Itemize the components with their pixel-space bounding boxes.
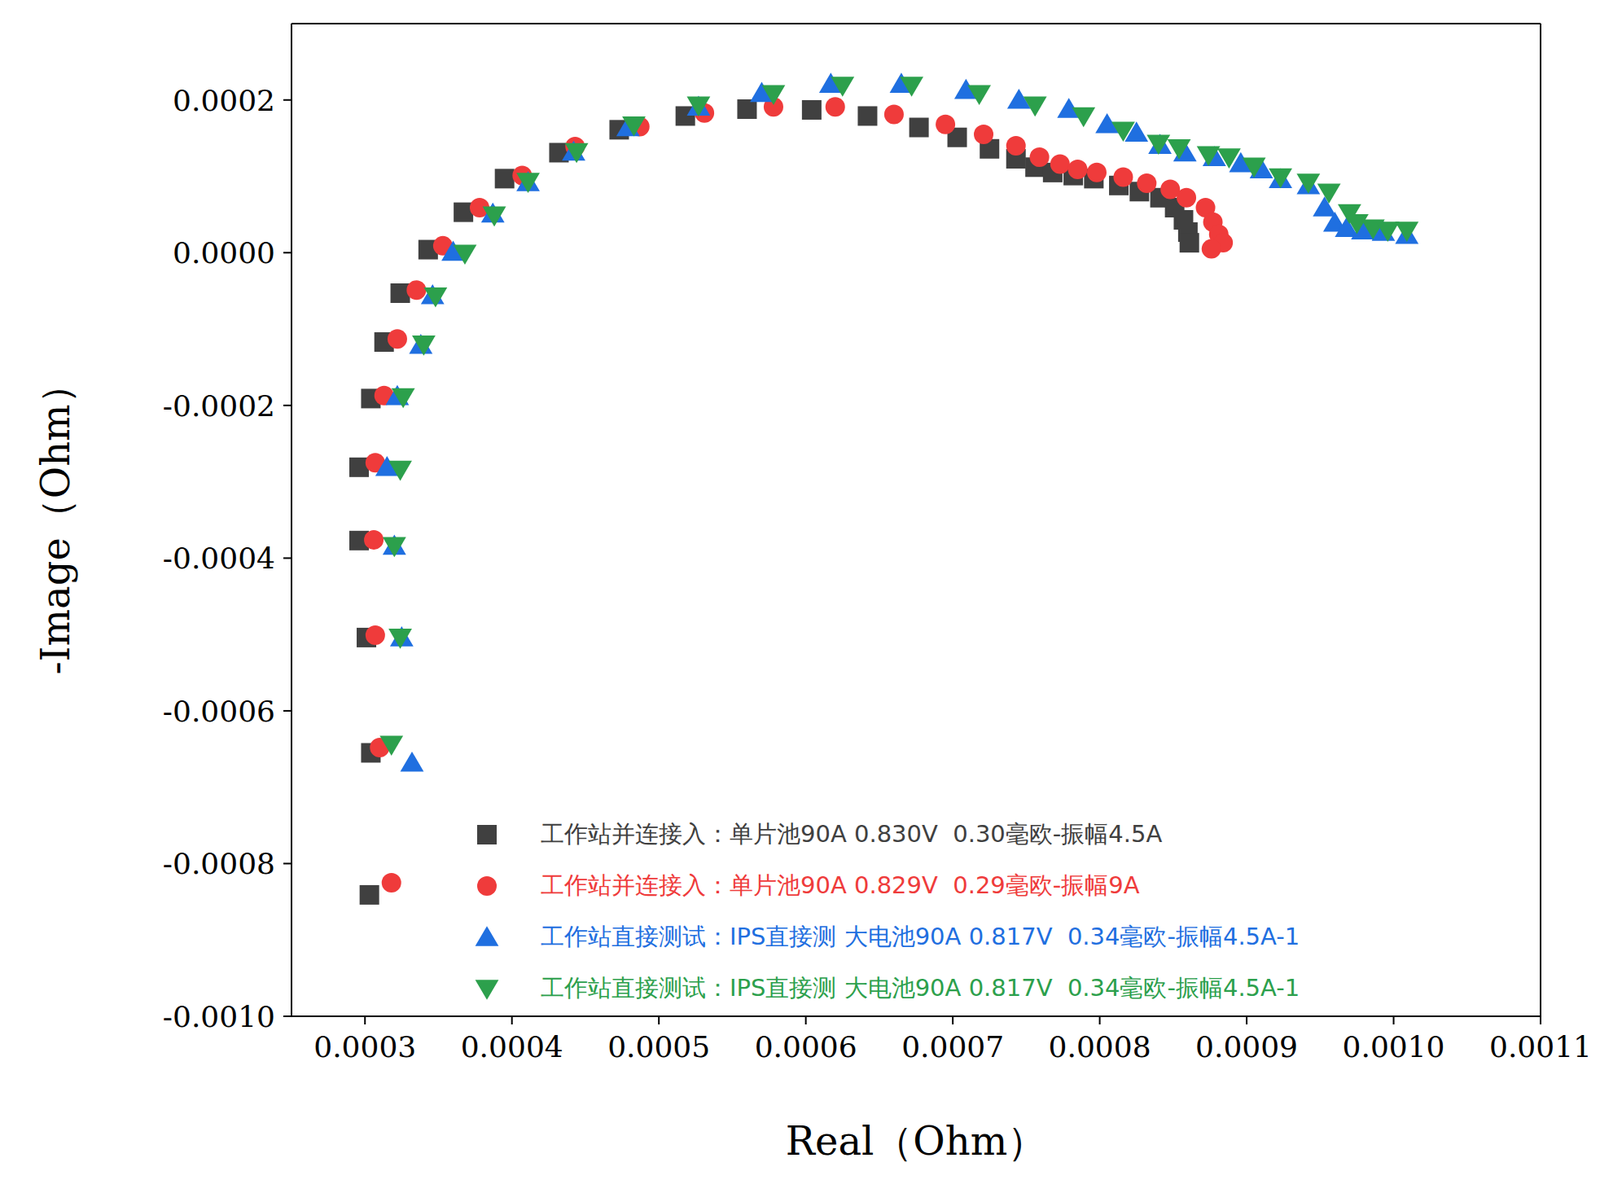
svg-text:0.0002: 0.0002 [172, 83, 276, 118]
html-text:工作站并连接入：单片池90A 0.829V 0.29毫欧-振: 工作站并连接入：单片池90A 0.829V 0.29毫欧-振幅9A [540, 870, 1140, 899]
svg-text:-0.0002: -0.0002 [162, 389, 276, 423]
html-text:工作站直接测试：IPS直接测 大电池90A 0.817V 0: 工作站直接测试：IPS直接测 大电池90A 0.817V 0.34毫欧-振幅4.… [540, 922, 1300, 950]
svg-text:0.0011: 0.0011 [1489, 1030, 1591, 1064]
svg-text:Real（Ohm）: Real（Ohm） [785, 1117, 1047, 1164]
svg-text:0.0009: 0.0009 [1195, 1030, 1298, 1064]
svg-text:0.0000: 0.0000 [172, 236, 276, 270]
svg-text:0.0003: 0.0003 [313, 1030, 417, 1064]
svg-text:0.0007: 0.0007 [901, 1030, 1004, 1064]
svg-text:0.0004: 0.0004 [460, 1030, 564, 1064]
svg-text:-0.0004: -0.0004 [162, 541, 276, 575]
svg-text:-0.0010: -0.0010 [162, 999, 276, 1034]
html-text:工作站直接测试：IPS直接测 大电池90A 0.817V 0: 工作站直接测试：IPS直接测 大电池90A 0.817V 0.34毫欧-振幅4.… [540, 973, 1300, 1002]
svg-text:-0.0006: -0.0006 [162, 694, 276, 728]
svg-text:-0.0008: -0.0008 [162, 846, 276, 881]
svg-text:0.0008: 0.0008 [1048, 1030, 1152, 1064]
html-text:工作站并连接入：单片池90A 0.830V 0.30毫欧-振: 工作站并连接入：单片池90A 0.830V 0.30毫欧-振幅4.5A [540, 819, 1163, 848]
svg-text:-Image（Ohm）: -Image（Ohm） [32, 364, 79, 675]
svg-text:0.0010: 0.0010 [1342, 1030, 1446, 1064]
svg-text:0.0006: 0.0006 [754, 1030, 858, 1064]
svg-text:0.0005: 0.0005 [607, 1030, 711, 1064]
